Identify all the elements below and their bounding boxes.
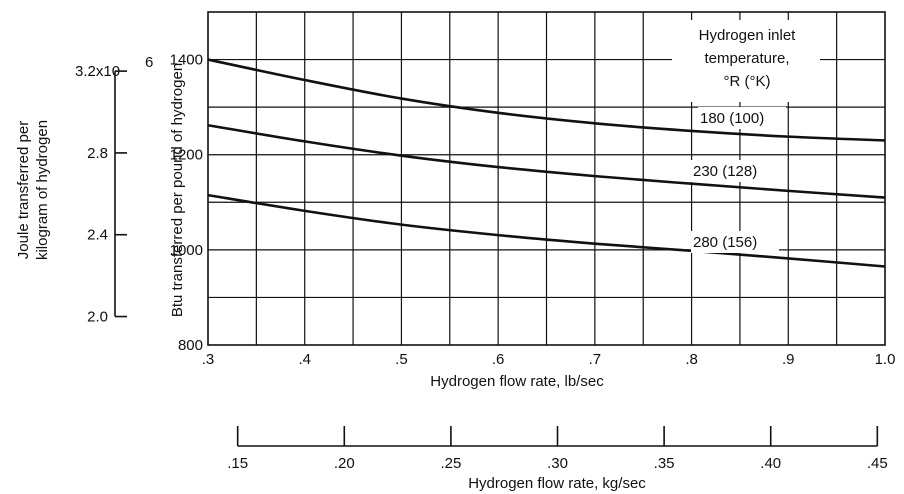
- y-tick-label: 800: [178, 337, 203, 354]
- curve-label-background: [691, 160, 779, 182]
- x-tick-label: .3: [202, 351, 215, 368]
- secondary-y-tick-label: 2.8: [87, 145, 108, 162]
- x-tick-label: 1.0: [875, 351, 896, 368]
- curve-label-background: [691, 231, 779, 253]
- x-tick-label: .6: [492, 351, 505, 368]
- y-tick-label: 1000: [170, 242, 203, 259]
- secondary-x-tick-label: .25: [440, 455, 461, 472]
- legend-title-line: temperature,: [704, 50, 789, 67]
- secondary-y-tick-label: 2.4: [87, 227, 108, 244]
- y-tick-labels: 800 1000 1200 1400: [170, 52, 203, 354]
- secondary-x-tick-label: .35: [654, 455, 675, 472]
- series-line-1: [207, 123, 886, 199]
- secondary-x-tick-label: .45: [867, 455, 888, 472]
- plot-frame: [207, 11, 886, 346]
- x-tick-label: .4: [298, 351, 311, 368]
- curve-label-background: [698, 107, 786, 129]
- legend-background: [672, 20, 820, 102]
- y-tick-label: 1200: [170, 147, 203, 164]
- secondary-x-tick-label: .20: [334, 455, 355, 472]
- y-tick-label: 1400: [170, 52, 203, 69]
- series-line-2: [207, 193, 886, 268]
- x-tick-label: .7: [589, 351, 602, 368]
- x-tick-label: .5: [395, 351, 408, 368]
- curve-label-1: 230 (128): [693, 163, 757, 180]
- curve-labels: 180 (100) 230 (128) 280 (156): [691, 107, 786, 253]
- x-tick-labels: .3 .4 .5 .6 .7 .8 .9 1.0: [202, 351, 896, 368]
- legend-title-line: Hydrogen inlet: [699, 27, 797, 44]
- secondary-y-axis: 2.0 2.4 2.8 3.2x10 6 Joule transferred per kil…: [15, 54, 153, 325]
- curves: [207, 58, 886, 268]
- secondary-x-axis-title: Hydrogen flow rate, kg/sec: [468, 475, 646, 492]
- x-tick-label: .8: [685, 351, 698, 368]
- secondary-y-axis-title-line-1: Joule transferred per: [15, 121, 32, 259]
- secondary-x-tick-label: .40: [760, 455, 781, 472]
- legend-title: Hydrogen inlet temperature, °R (°K): [672, 20, 820, 102]
- secondary-y-top-tick-label: 3.2x10: [75, 63, 120, 80]
- x-axis-title: Hydrogen flow rate, lb/sec: [430, 373, 604, 390]
- y-axis-title: Btu transferred per pound of hydrogen: [169, 63, 186, 317]
- curve-label-0: 180 (100): [700, 110, 764, 127]
- secondary-y-axis-title-line-2: kilogram of hydrogen: [34, 120, 51, 260]
- series-line-0: [207, 58, 886, 142]
- curve-label-2: 280 (156): [693, 234, 757, 251]
- secondary-x-tick-label: .15: [227, 455, 248, 472]
- secondary-x-tick-label: .30: [547, 455, 568, 472]
- x-tick-label: .9: [782, 351, 795, 368]
- secondary-y-tick-label: 2.0: [87, 309, 108, 326]
- legend-title-line: °R (°K): [724, 73, 771, 90]
- secondary-x-axis: .15 .20 .25 .30 .35 .40 .45: [227, 426, 888, 472]
- secondary-y-top-tick-exponent: 6: [145, 54, 153, 71]
